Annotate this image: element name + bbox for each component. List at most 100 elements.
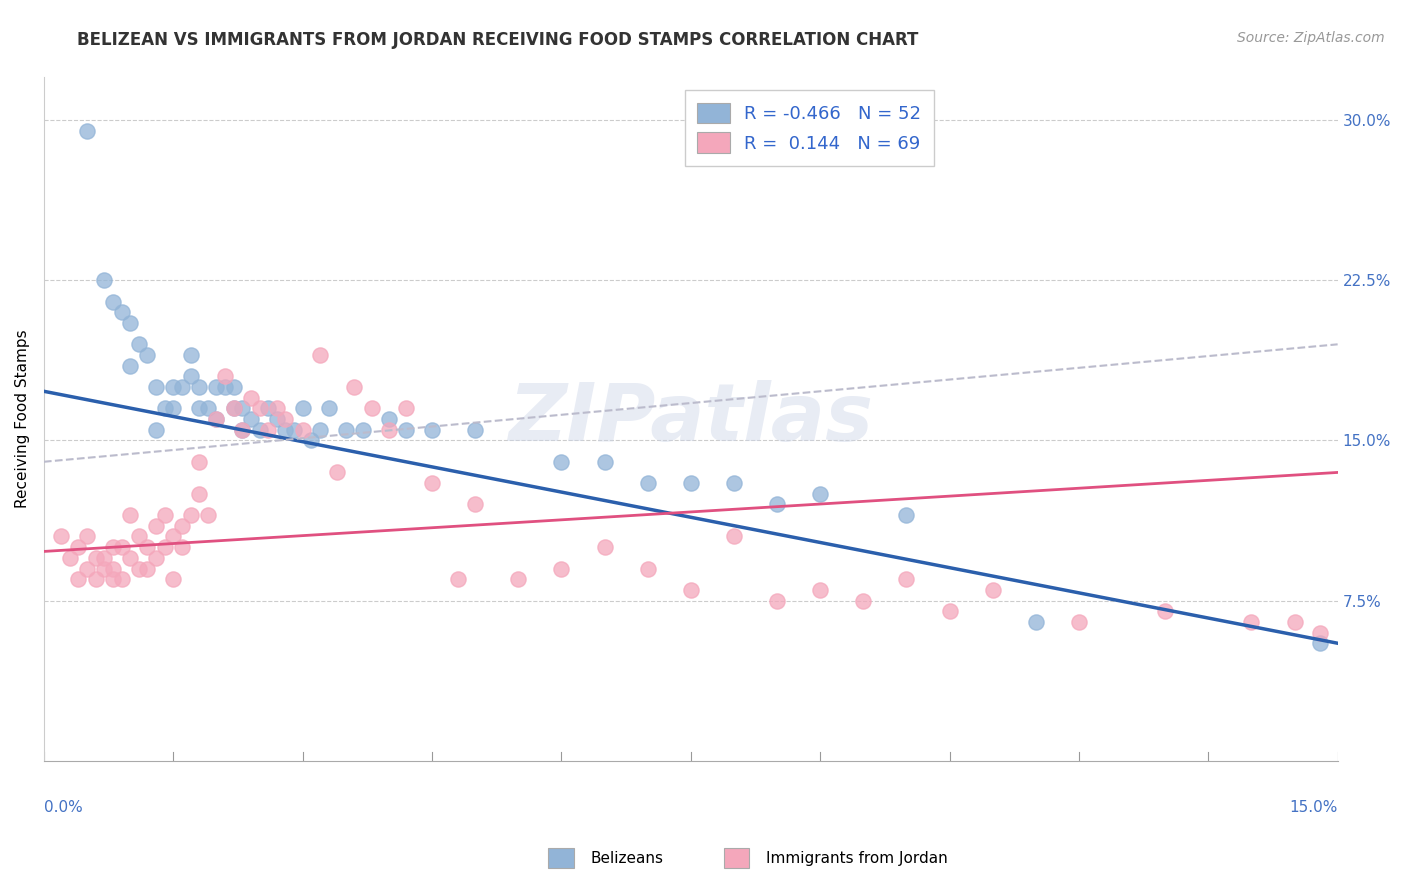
Text: 15.0%: 15.0% (1289, 799, 1337, 814)
Point (67, 572, 90, 586)
Point (299, 434, 322, 448)
Point (136, 540, 159, 554)
Point (180, 508, 202, 523)
Text: Source: ZipAtlas.com: Source: ZipAtlas.com (1237, 31, 1385, 45)
Point (205, 412, 228, 426)
Point (808, 582, 831, 597)
Point (679, 582, 702, 597)
Point (101, 294, 124, 309)
Point (231, 423, 253, 437)
Point (231, 401, 253, 416)
Point (637, 561, 659, 575)
Point (420, 476, 443, 491)
Point (360, 401, 382, 416)
Point (723, 476, 745, 491)
Point (153, 508, 176, 523)
Point (162, 529, 184, 543)
Point (170, 380, 193, 394)
Point (266, 401, 288, 416)
Point (120, 508, 142, 523)
Point (110, 572, 132, 586)
Point (239, 391, 262, 405)
Point (67, 540, 90, 554)
Text: 0.0%: 0.0% (44, 799, 83, 814)
Point (291, 401, 314, 416)
Point (896, 572, 918, 586)
Point (93, 273, 115, 287)
Point (153, 401, 176, 416)
Point (335, 423, 357, 437)
Point (343, 380, 366, 394)
Point (508, 572, 530, 586)
Point (145, 550, 167, 565)
Point (274, 423, 297, 437)
Point (231, 423, 253, 437)
Point (318, 401, 340, 416)
Point (283, 423, 305, 437)
Point (1309, 636, 1331, 650)
Text: ZIPatlas: ZIPatlas (508, 380, 873, 458)
Point (723, 529, 745, 543)
Point (197, 508, 219, 523)
Point (188, 401, 211, 416)
Point (1067, 615, 1090, 629)
Point (257, 423, 280, 437)
Point (395, 401, 418, 416)
Point (378, 423, 401, 437)
Point (938, 604, 960, 618)
Point (266, 412, 288, 426)
Point (153, 540, 176, 554)
Point (93, 550, 115, 565)
Point (222, 401, 245, 416)
Point (1025, 615, 1047, 629)
Point (197, 401, 219, 416)
Point (188, 487, 211, 501)
Point (981, 582, 1004, 597)
FancyBboxPatch shape (724, 848, 749, 868)
Point (1240, 615, 1263, 629)
Point (808, 487, 831, 501)
Point (291, 423, 314, 437)
Point (180, 348, 202, 362)
Point (93, 561, 115, 575)
Text: BELIZEAN VS IMMIGRANTS FROM JORDAN RECEIVING FOOD STAMPS CORRELATION CHART: BELIZEAN VS IMMIGRANTS FROM JORDAN RECEI… (77, 31, 918, 49)
Point (464, 498, 486, 512)
Point (170, 540, 193, 554)
Point (766, 593, 789, 607)
Point (214, 380, 236, 394)
Point (101, 540, 124, 554)
Y-axis label: Receiving Food Stamps: Receiving Food Stamps (15, 330, 30, 508)
Point (222, 401, 245, 416)
Point (188, 455, 211, 469)
Point (101, 572, 124, 586)
Point (110, 540, 132, 554)
Point (145, 518, 167, 533)
Point (352, 423, 374, 437)
Text: Immigrants from Jordan: Immigrants from Jordan (766, 851, 948, 865)
Point (249, 401, 271, 416)
Point (120, 359, 142, 373)
Point (852, 593, 875, 607)
Point (145, 380, 167, 394)
Point (120, 550, 142, 565)
Point (309, 423, 332, 437)
Point (205, 380, 228, 394)
Point (1284, 615, 1306, 629)
Point (84, 550, 107, 565)
Point (222, 380, 245, 394)
Point (76, 561, 98, 575)
Point (101, 561, 124, 575)
Point (128, 529, 150, 543)
Point (162, 572, 184, 586)
Point (76, 529, 98, 543)
Point (145, 423, 167, 437)
Point (205, 412, 228, 426)
Point (395, 423, 418, 437)
Point (84, 572, 107, 586)
Point (326, 466, 349, 480)
Point (49, 529, 72, 543)
Point (593, 540, 616, 554)
Point (464, 423, 486, 437)
Point (162, 380, 184, 394)
Point (162, 401, 184, 416)
